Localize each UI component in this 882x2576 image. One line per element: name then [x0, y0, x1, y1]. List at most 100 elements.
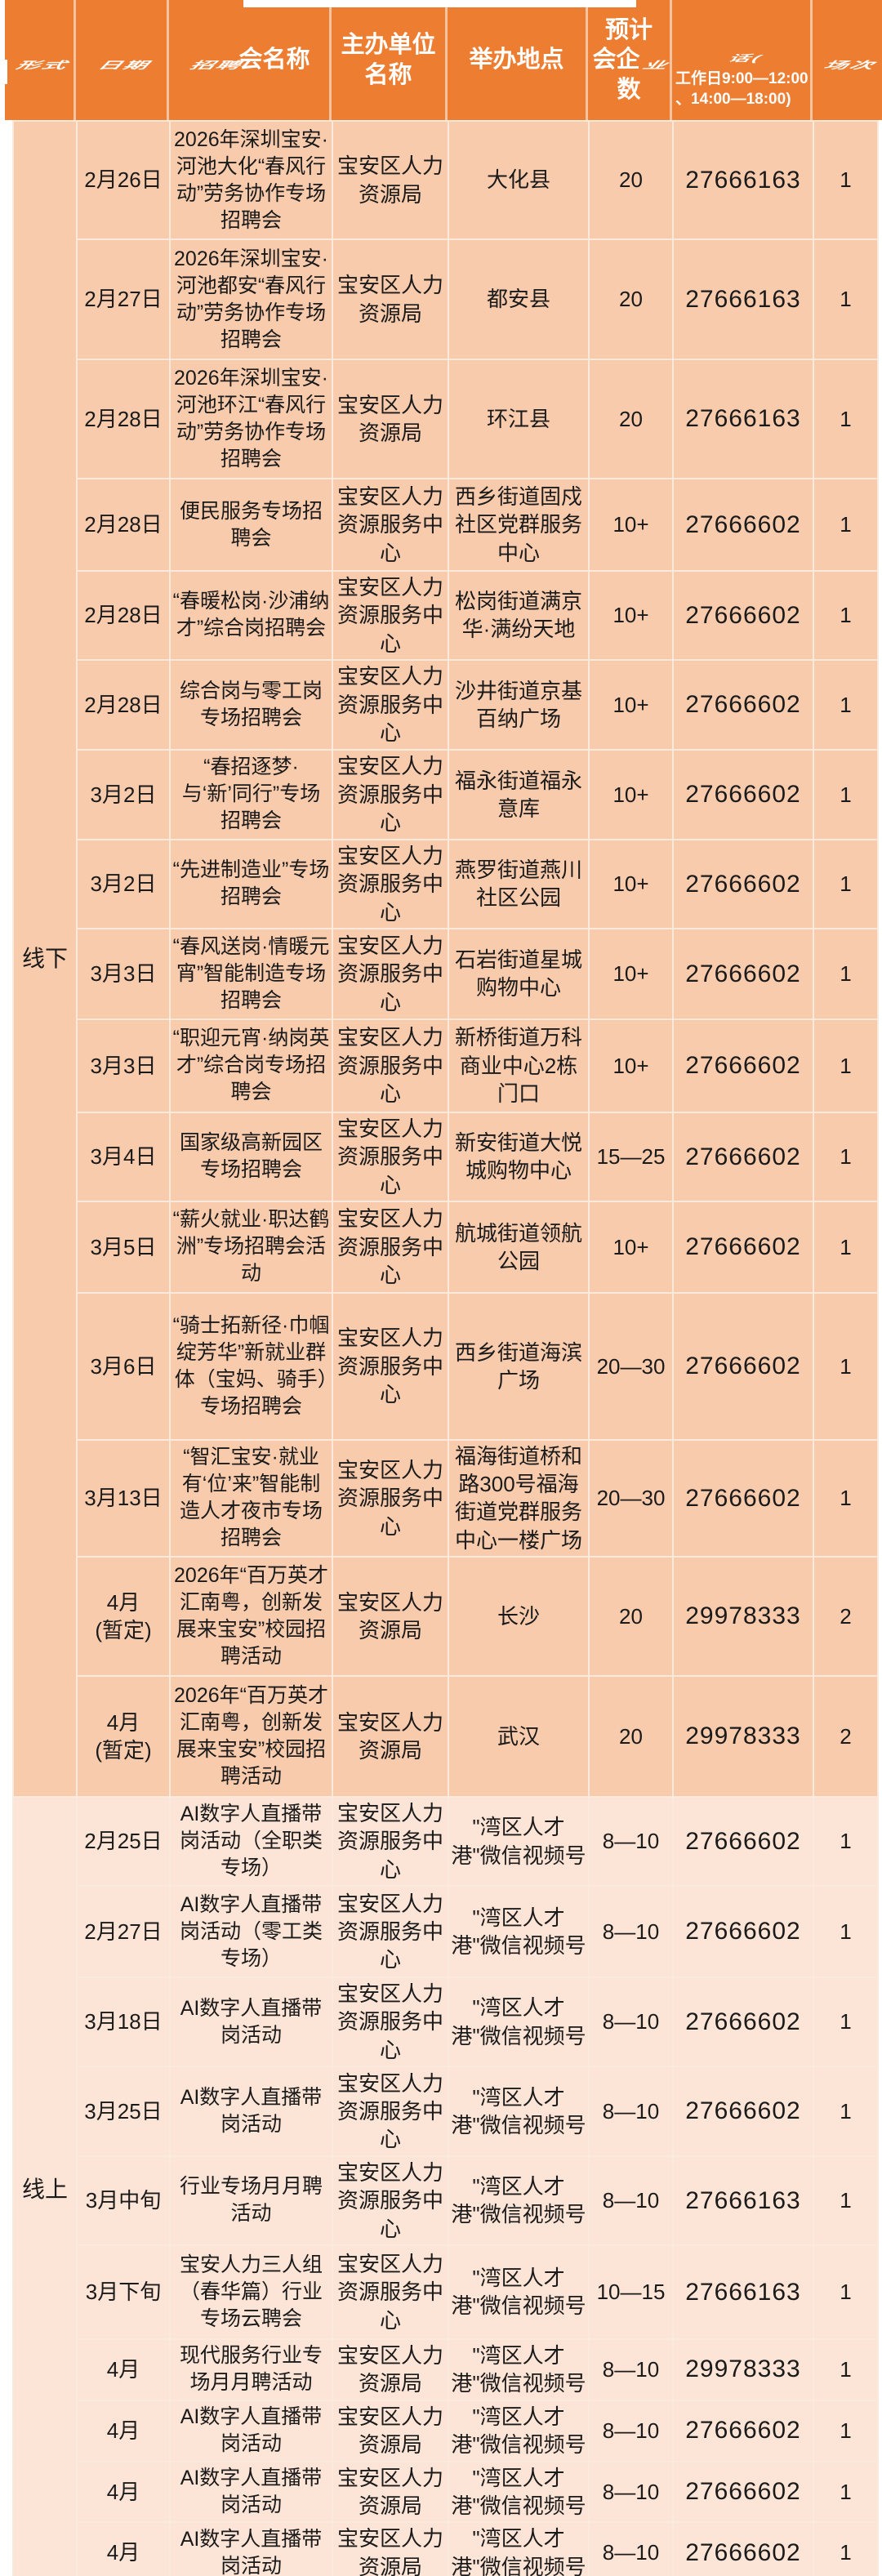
cell-sessions: 1 [813, 2460, 879, 2524]
cell-organizer: 宝安区人力资源服务中心 [332, 2244, 449, 2340]
col-header-fair-name: 招聘会名称 [169, 0, 332, 120]
table-row: 2月28日 综合岗与零工岗专场招聘会 宝安区人力资源服务中心 沙井街道京基百纳广场 10… [13, 658, 879, 751]
table-row: 2月28日 便民服务专场招聘会 宝安区人力资源服务中心 西乡街道固戍社区党群服务中心 1… [13, 478, 879, 572]
cell-sessions: 1 [813, 2399, 879, 2462]
cell-name: “春招逐梦·与‘新’同行”专场招聘会 [169, 748, 333, 840]
cell-venue: 武汉 [448, 1675, 590, 1798]
cell-sessions: 1 [813, 359, 879, 479]
cell-venue: 沙井街道京基百纳广场 [448, 658, 590, 751]
table-row: 3月中旬 行业专场月月聘活动 宝安区人力资源服务中心 "湾区人才港"微信视频号 8—10… [13, 2155, 879, 2246]
table-row: 3月3日 “春风送岗·情暖元宵”智能制造专场招聘会 宝安区人力资源服务中心 石岩街道星… [13, 927, 879, 1020]
cell-sessions: 1 [813, 570, 879, 661]
table-header-row: 形式 日期 招聘会名称 主办单位名称 举办地点 预计 会企业 数 话( 工作日9… [5, 0, 882, 120]
cell-companies: 8—10 [588, 2338, 674, 2401]
col-header-date: 日期 [76, 0, 169, 120]
col-header-form-label: 形式 [12, 60, 75, 72]
table-row: 3月18日 AI数字人直播带岗活动 宝安区人力资源服务中心 "湾区人才港"微信视频号 8… [13, 1977, 879, 2067]
cell-name: 2026年“百万英才汇南粤，创新发展来宝安”校园招聘活动 [169, 1556, 333, 1678]
cell-venue: "湾区人才港"微信视频号 [448, 2155, 590, 2246]
section-label-online: 线上 [12, 1796, 78, 2576]
cell-companies: 20—30 [588, 1291, 674, 1441]
cell-phone: 27666163 [672, 359, 814, 479]
cell-date: 3月6日 [76, 1291, 171, 1441]
cell-organizer: 宝安区人力资源服务中心 [332, 838, 449, 929]
cell-organizer: 宝安区人力资源服务中心 [332, 1111, 449, 1202]
table-row: 3月下旬 宝安人力三人组（春华篇）行业专场云聘会 宝安区人力资源服务中心 "湾区人才港… [13, 2244, 879, 2340]
cell-organizer: 宝安区人力资源服务中心 [332, 1977, 449, 2067]
cell-venue: "湾区人才港"微信视频号 [448, 2066, 590, 2157]
cell-date: 2月25日 [76, 1796, 171, 1887]
cell-venue: "湾区人才港"微信视频号 [448, 2521, 590, 2576]
table-row: 3月13日 “智汇宝安·就业有‘位’来”智能制造人才夜市专场招聘会 宝安区人力资源服… [13, 1438, 879, 1558]
cell-organizer: 宝安区人力资源局 [332, 238, 449, 360]
cell-companies: 10+ [588, 658, 674, 751]
cell-date: 3月25日 [76, 2066, 171, 2157]
col-header-date-label: 日期 [95, 60, 157, 72]
cell-phone: 27666602 [672, 927, 814, 1020]
cell-name: 综合岗与零工岗专场招聘会 [169, 658, 333, 751]
cell-sessions: 1 [813, 2338, 879, 2401]
cell-companies: 20—30 [588, 1438, 674, 1558]
col-header-venue-label: 举办地点 [469, 47, 564, 74]
cell-venue: 新桥街道万科商业中心2栋门口 [448, 1018, 590, 1113]
table-row: 线上 2月25日 AI数字人直播带岗活动（全职类专场） 宝安区人力资源服务中心 "湾区人… [12, 1796, 879, 2576]
cell-companies: 20 [588, 238, 674, 360]
cell-companies: 20 [588, 120, 674, 240]
cell-name: AI数字人直播带岗活动 [169, 2460, 333, 2524]
cell-name: 国家级高新园区专场招聘会 [169, 1111, 333, 1202]
table-row: 4月 AI数字人直播带岗活动 宝安区人力资源局 "湾区人才港"微信视频号 8—10 276… [13, 2399, 879, 2462]
cell-name: “先进制造业”专场招聘会 [169, 838, 333, 929]
cell-phone: 27666602 [672, 478, 814, 572]
section-label-offline: 线下 [12, 119, 78, 1798]
cell-phone: 27666602 [672, 1977, 814, 2067]
col-header-organizer-label: 主办单位名称 [341, 32, 436, 88]
cell-organizer: 宝安区人力资源服务中心 [332, 2066, 449, 2157]
cell-date: 4月 (暂定) [76, 1556, 171, 1678]
cell-venue: 大化县 [448, 120, 590, 240]
cell-sessions: 1 [813, 838, 879, 929]
cell-venue: "湾区人才港"微信视频号 [448, 2460, 590, 2524]
cell-companies: 8—10 [588, 2521, 674, 2576]
cell-phone: 27666602 [672, 1438, 814, 1558]
table-row: 线下 2月26日 2026年深圳宝安·河池大化“春风行动”劳务协作专场招聘会 宝安区人… [12, 119, 879, 1798]
cell-name: “春风送岗·情暖元宵”智能制造专场招聘会 [169, 927, 333, 1020]
col-header-companies: 预计 会企业 数 [588, 0, 675, 120]
cell-sessions: 1 [813, 2066, 879, 2157]
cell-companies: 20 [588, 1675, 674, 1798]
cell-organizer: 宝安区人力资源服务中心 [332, 1885, 449, 1978]
cell-date: 3月3日 [76, 927, 171, 1020]
cell-venue: 福永街道福永意库 [448, 748, 590, 840]
header-crop-artifact [243, 0, 636, 7]
cell-sessions: 1 [813, 2155, 879, 2246]
cell-venue: 西乡街道海滨广场 [448, 1291, 590, 1441]
cell-name: AI数字人直播带岗活动（全职类专场） [169, 1796, 333, 1887]
table-row: 2月27日 AI数字人直播带岗活动（零工类专场） 宝安区人力资源服务中心 "湾区人才港… [13, 1885, 879, 1978]
cell-phone: 27666163 [672, 2155, 814, 2246]
cell-name: AI数字人直播带岗活动 [169, 2066, 333, 2157]
cell-sessions: 1 [813, 658, 879, 751]
table-row: 3月2日 “先进制造业”专场招聘会 宝安区人力资源服务中心 燕罗街道燕川社区公园 10+… [13, 838, 879, 929]
cell-venue: 燕罗街道燕川社区公园 [448, 838, 590, 929]
cell-companies: 10+ [588, 748, 674, 840]
cell-sessions: 1 [813, 2521, 879, 2576]
cell-venue: 环江县 [448, 359, 590, 479]
cell-organizer: 宝安区人力资源局 [332, 1675, 449, 1798]
cell-name: 2026年深圳宝安·河池大化“春风行动”劳务协作专场招聘会 [169, 120, 333, 240]
cell-date: 3月2日 [76, 838, 171, 929]
cell-name: “春暖松岗·沙浦纳才”综合岗招聘会 [169, 570, 333, 661]
cell-phone: 27666602 [672, 2066, 814, 2157]
cell-venue: 航城街道领航公园 [448, 1200, 590, 1294]
cell-phone: 27666163 [672, 238, 814, 360]
cell-name: AI数字人直播带岗活动 [169, 2399, 333, 2462]
col-header-phone-hours: 话( 工作日9:00—12:00 、14:00—18:00) [672, 0, 813, 120]
cell-date: 4月 [76, 2460, 171, 2524]
cell-organizer: 宝安区人力资源服务中心 [332, 1291, 449, 1441]
cell-companies: 8—10 [588, 2155, 674, 2246]
cell-name: 现代服务行业专场月月聘活动 [169, 2338, 333, 2401]
cell-date: 4月 [76, 2521, 171, 2576]
cell-phone: 27666602 [672, 838, 814, 929]
cell-date: 3月下旬 [76, 2244, 171, 2340]
cell-date: 2月28日 [76, 570, 171, 661]
cell-phone: 27666602 [672, 1200, 814, 1294]
table-row: 3月25日 AI数字人直播带岗活动 宝安区人力资源服务中心 "湾区人才港"微信视频号 8… [13, 2066, 879, 2157]
